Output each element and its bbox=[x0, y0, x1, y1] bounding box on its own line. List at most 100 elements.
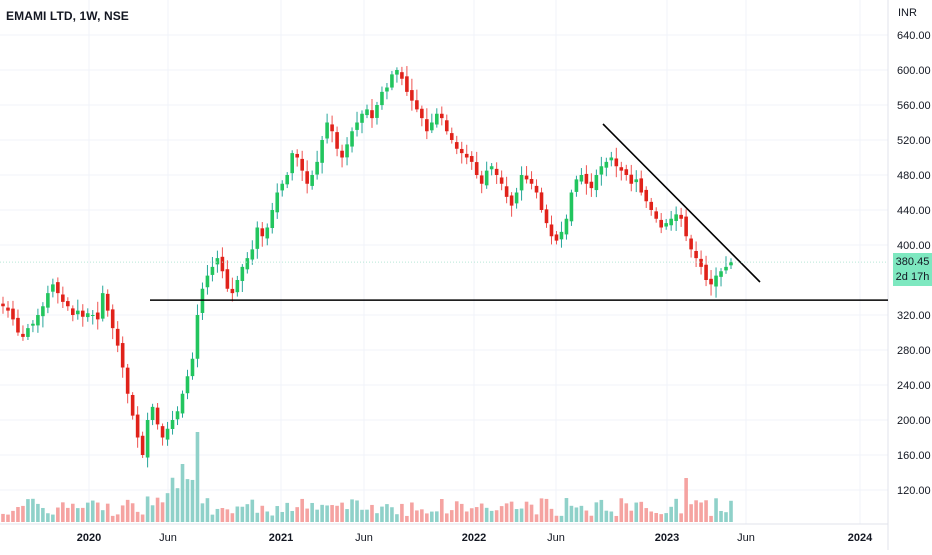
volume-bar bbox=[90, 500, 95, 522]
candle-body bbox=[330, 124, 334, 132]
candle-body bbox=[260, 228, 265, 237]
candle-body bbox=[1, 303, 5, 307]
candle-body bbox=[624, 169, 629, 175]
volume-bar bbox=[539, 498, 544, 522]
volume-bar bbox=[529, 504, 534, 522]
volume-bar bbox=[270, 515, 275, 522]
volume-bar bbox=[729, 500, 733, 522]
candle-body bbox=[380, 91, 384, 106]
x-tick-label: Jun bbox=[159, 532, 177, 544]
volume-bar bbox=[664, 513, 668, 522]
candle-body bbox=[529, 178, 534, 184]
candle-body bbox=[439, 113, 444, 119]
candle-body bbox=[370, 110, 374, 119]
volume-bar bbox=[415, 510, 419, 522]
candle-body bbox=[325, 122, 329, 139]
volume-bar bbox=[325, 505, 329, 522]
volume-bar bbox=[11, 510, 15, 522]
volume-bar bbox=[709, 515, 713, 522]
candle-body bbox=[155, 407, 160, 425]
candle-body bbox=[90, 315, 95, 316]
candle-body bbox=[46, 293, 50, 308]
volume-bar bbox=[584, 510, 589, 522]
volume-bar bbox=[360, 509, 364, 522]
candle-body bbox=[310, 175, 314, 186]
volume-bar bbox=[569, 505, 574, 522]
candle-body bbox=[75, 310, 80, 315]
candle-body bbox=[459, 148, 464, 154]
volume-bar bbox=[235, 506, 240, 522]
volume-bar bbox=[295, 507, 299, 522]
candle-body bbox=[709, 278, 713, 285]
volume-bar bbox=[649, 511, 654, 522]
volume-bar bbox=[499, 506, 504, 522]
volume-bar bbox=[639, 501, 644, 522]
candle-body bbox=[425, 119, 429, 132]
candle-body bbox=[110, 309, 115, 329]
candle-body bbox=[290, 153, 295, 174]
candle-body bbox=[210, 266, 215, 275]
volume-bar bbox=[390, 507, 394, 522]
candle-body bbox=[180, 393, 185, 414]
candle-body bbox=[689, 238, 693, 250]
x-tick-label: 2020 bbox=[77, 532, 101, 544]
candle-body bbox=[335, 132, 339, 149]
volume-bar bbox=[190, 479, 195, 522]
candle-body bbox=[499, 177, 504, 184]
volume-bar bbox=[200, 503, 205, 522]
candle-body bbox=[474, 162, 479, 175]
volume-bar bbox=[26, 499, 30, 522]
candle-body bbox=[694, 250, 698, 259]
volume-bar bbox=[420, 509, 424, 522]
volume-bar bbox=[215, 508, 220, 522]
candle-body bbox=[190, 358, 195, 377]
volume-bar bbox=[484, 507, 489, 522]
volume-bar bbox=[514, 509, 519, 522]
volume-bar bbox=[330, 505, 334, 522]
candle-body bbox=[150, 406, 155, 421]
volume-bar bbox=[519, 508, 524, 522]
y-tick-label: 560.00 bbox=[897, 100, 931, 112]
volume-bar bbox=[574, 507, 579, 522]
volume-bar bbox=[454, 501, 459, 522]
x-tick-label: 2023 bbox=[655, 532, 679, 544]
candle-body bbox=[589, 181, 594, 189]
candle-body bbox=[195, 315, 200, 359]
candle-body bbox=[629, 174, 634, 184]
candle-body bbox=[679, 214, 683, 219]
volume-bar bbox=[220, 508, 225, 522]
volume-bar bbox=[165, 493, 170, 522]
volume-bar bbox=[704, 500, 708, 522]
y-tick-label: 520.00 bbox=[897, 135, 931, 147]
volume-bar bbox=[544, 498, 549, 522]
volume-bar bbox=[115, 514, 120, 522]
volume-bar bbox=[624, 503, 629, 522]
candle-body bbox=[245, 258, 250, 270]
candle-body bbox=[225, 269, 230, 289]
candle-body bbox=[479, 175, 484, 184]
volume-bar bbox=[265, 511, 270, 522]
volume-bar bbox=[609, 511, 614, 522]
bar-countdown: 2d 17h bbox=[895, 271, 930, 283]
volume-bar bbox=[185, 479, 190, 522]
volume-bar bbox=[180, 464, 185, 522]
candle-body bbox=[400, 72, 404, 79]
volume-bar bbox=[135, 511, 140, 522]
candle-body bbox=[355, 122, 359, 130]
candle-body bbox=[524, 175, 529, 180]
volume-bar bbox=[120, 505, 125, 522]
candle-body bbox=[240, 266, 245, 281]
candle-body bbox=[594, 175, 599, 191]
candle-body bbox=[559, 231, 564, 240]
volume-bar bbox=[634, 502, 639, 522]
volume-bar bbox=[205, 498, 210, 522]
candle-body bbox=[105, 293, 110, 311]
volume-bar bbox=[250, 499, 255, 522]
y-tick-label: 600.00 bbox=[897, 65, 931, 77]
candle-body bbox=[41, 306, 45, 317]
candle-body bbox=[295, 153, 299, 158]
volume-bar bbox=[599, 499, 604, 522]
candle-body bbox=[375, 105, 379, 118]
